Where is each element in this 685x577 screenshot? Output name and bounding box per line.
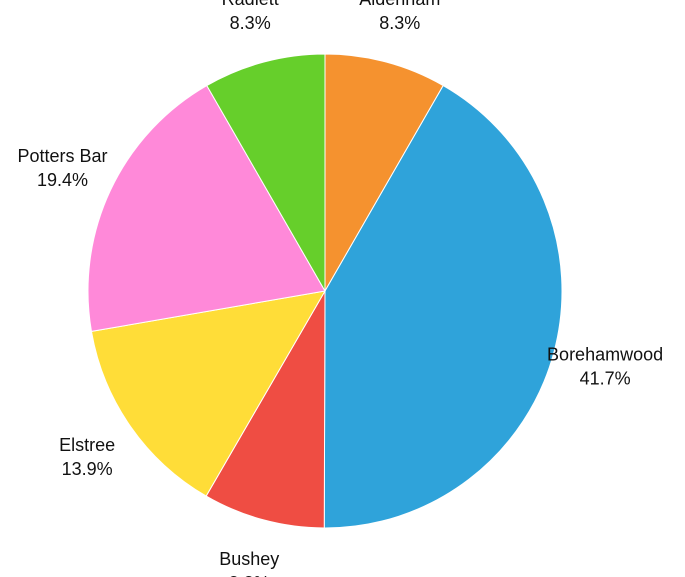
slice-label-borehamwood: Borehamwood xyxy=(547,344,663,364)
slice-label-potters-bar: Potters Bar xyxy=(17,146,107,166)
pie-slice-potters-bar xyxy=(87,84,326,332)
pie-slice-radlett xyxy=(206,53,326,293)
slice-percent-potters-bar: 19.4% xyxy=(37,170,88,190)
pie-slice-elstree xyxy=(90,290,326,497)
slice-label-radlett: Radlett xyxy=(222,0,279,9)
slice-percent-borehamwood: 41.7% xyxy=(580,368,631,388)
pie-slice-bushey xyxy=(205,289,326,529)
slice-percent-aldenham: 8.3% xyxy=(379,13,420,33)
slice-percent-bushey: 8.3% xyxy=(229,573,270,577)
pie-slice-borehamwood xyxy=(323,84,563,529)
pie-slices xyxy=(87,53,563,529)
slice-percent-elstree: 13.9% xyxy=(62,459,113,479)
pie-slice-aldenham xyxy=(324,53,444,293)
slice-label-bushey: Bushey xyxy=(219,549,279,569)
pie-labels: Aldenham 8.3% Borehamwood 41.7% Bushey 8.3% El… xyxy=(17,0,663,577)
slice-percent-radlett: 8.3% xyxy=(230,13,271,33)
slice-label-aldenham: Aldenham xyxy=(359,0,440,9)
slice-label-elstree: Elstree xyxy=(59,435,115,455)
